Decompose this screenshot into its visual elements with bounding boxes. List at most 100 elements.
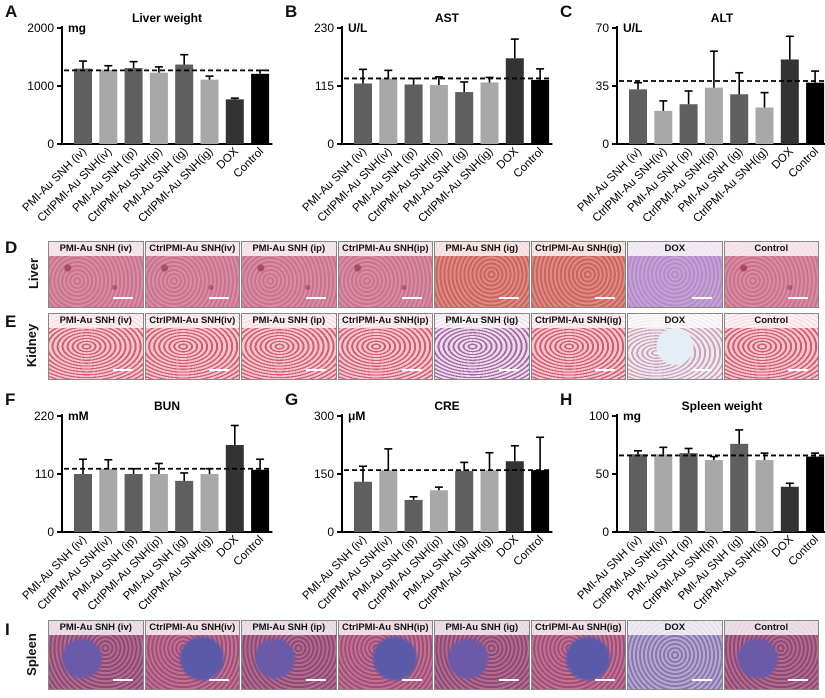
bar <box>200 474 219 532</box>
y-tick-label: 0 <box>602 137 609 151</box>
row-label-spleen: Spleen <box>23 633 39 676</box>
tile-caption: PMI-Au SNH (ip) <box>242 242 336 256</box>
bar <box>429 84 448 144</box>
bar <box>780 59 799 144</box>
y-tick-label: 100 <box>589 409 609 423</box>
panel-letter-c: C <box>560 2 573 21</box>
spleen-tile: CtrlPMI-Au SNH(ip) <box>337 620 433 690</box>
y-tick-label: 70 <box>596 21 610 35</box>
tile-caption: PMI-Au SNH (ig) <box>435 621 529 635</box>
scale-bar <box>305 297 326 299</box>
scale-bar <box>595 369 615 371</box>
tile-caption: Control <box>724 621 818 635</box>
bar <box>175 480 194 532</box>
scale-bar <box>498 297 519 299</box>
y-tick-label: 150 <box>314 467 334 481</box>
liver-tile: PMI-Au SNH (iv) <box>48 241 144 308</box>
unit-label: mg <box>68 21 86 35</box>
tile-caption: CtrlPMI-Au SNH(iv) <box>145 621 239 635</box>
chart-title: BUN <box>154 399 180 413</box>
scale-bar <box>691 369 712 371</box>
bar <box>225 445 244 532</box>
bar <box>404 499 423 532</box>
scale-bar <box>209 679 229 681</box>
bar <box>99 69 118 144</box>
bar <box>679 453 698 532</box>
chart-title: Liver weight <box>132 11 202 25</box>
spleen-tile: DOX <box>627 620 723 690</box>
tile-caption: CtrlPMI-Au SNH(ig) <box>531 242 625 256</box>
tile-caption: PMI-Au SNH (ip) <box>242 314 336 328</box>
bar <box>251 469 270 532</box>
bar <box>531 79 550 144</box>
bar <box>730 94 749 144</box>
spleen-histology-row: PMI-Au SNH (iv) CtrlPMI-Au SNH(iv) PMI-A… <box>48 620 819 690</box>
tile-caption: PMI-Au SNH (iv) <box>49 242 143 256</box>
scale-bar <box>402 369 422 371</box>
scale-bar <box>305 369 326 371</box>
tile-caption: CtrlPMI-Au SNH(ip) <box>338 621 432 635</box>
tile-caption: CtrlPMI-Au SNH(iv) <box>145 314 239 328</box>
tile-caption: DOX <box>628 314 722 328</box>
panel-letter-i: I <box>5 620 10 639</box>
scale-bar <box>209 369 229 371</box>
panel-letter-a: A <box>5 2 18 21</box>
scale-bar <box>595 297 615 299</box>
tile-caption: PMI-Au SNH (iv) <box>49 621 143 635</box>
kidney-tile: PMI-Au SNH (ip) <box>241 313 337 380</box>
y-tick-label: 230 <box>314 21 334 35</box>
bar <box>679 104 698 144</box>
bar <box>730 443 749 532</box>
bar <box>505 461 524 532</box>
tile-caption: PMI-Au SNH (ig) <box>435 242 529 256</box>
tile-caption: DOX <box>628 242 722 256</box>
bar <box>124 68 143 144</box>
scale-bar <box>788 369 808 371</box>
spleen-tile: Control <box>723 620 819 690</box>
liver-tile: PMI-Au SNH (ip) <box>241 241 337 308</box>
spleen-tile: PMI-Au SNH (iv) <box>48 620 144 690</box>
bar <box>379 78 398 144</box>
bar <box>404 84 423 144</box>
bar <box>251 73 270 144</box>
spleen-tile: PMI-Au SNH (ip) <box>241 620 337 690</box>
unit-label: U/L <box>623 21 642 35</box>
scale-bar <box>305 679 326 681</box>
bar <box>225 99 244 144</box>
y-tick-label: 220 <box>34 409 54 423</box>
unit-label: mg <box>623 409 641 423</box>
scale-bar <box>112 679 133 681</box>
bar <box>480 470 499 532</box>
y-tick-label: 0 <box>47 525 54 539</box>
bar <box>354 481 372 532</box>
bar <box>654 110 673 144</box>
tile-caption: CtrlPMI-Au SNH(ig) <box>531 314 625 328</box>
spleen-tile: CtrlPMI-Au SNH(iv) <box>144 620 240 690</box>
bar <box>354 83 372 144</box>
bar <box>74 474 92 532</box>
liver-histology-row: PMI-Au SNH (iv) CtrlPMI-Au SNH(iv) PMI-A… <box>48 241 819 308</box>
bar <box>124 474 143 532</box>
kidney-histology-row: PMI-Au SNH (iv) CtrlPMI-Au SNH(iv) PMI-A… <box>48 313 819 380</box>
row-label-kidney: Kidney <box>24 323 40 368</box>
y-tick-label: 300 <box>314 409 334 423</box>
spleen-tile: PMI-Au SNH (ig) <box>434 620 530 690</box>
chart-title: CRE <box>434 399 459 413</box>
kidney-tile: Control <box>723 313 819 380</box>
tile-caption: Control <box>724 242 818 256</box>
y-tick-label: 110 <box>35 467 54 481</box>
panel-letter-f: F <box>5 390 16 409</box>
y-tick-label: 0 <box>602 525 609 539</box>
bar <box>629 454 647 532</box>
unit-label: U/L <box>348 21 367 35</box>
unit-label: μM <box>348 409 365 423</box>
tile-caption: CtrlPMI-Au SNH(iv) <box>145 242 239 256</box>
bar <box>704 460 723 532</box>
kidney-tile: PMI-Au SNH (iv) <box>48 313 144 380</box>
panel-letter-b: B <box>285 2 298 21</box>
